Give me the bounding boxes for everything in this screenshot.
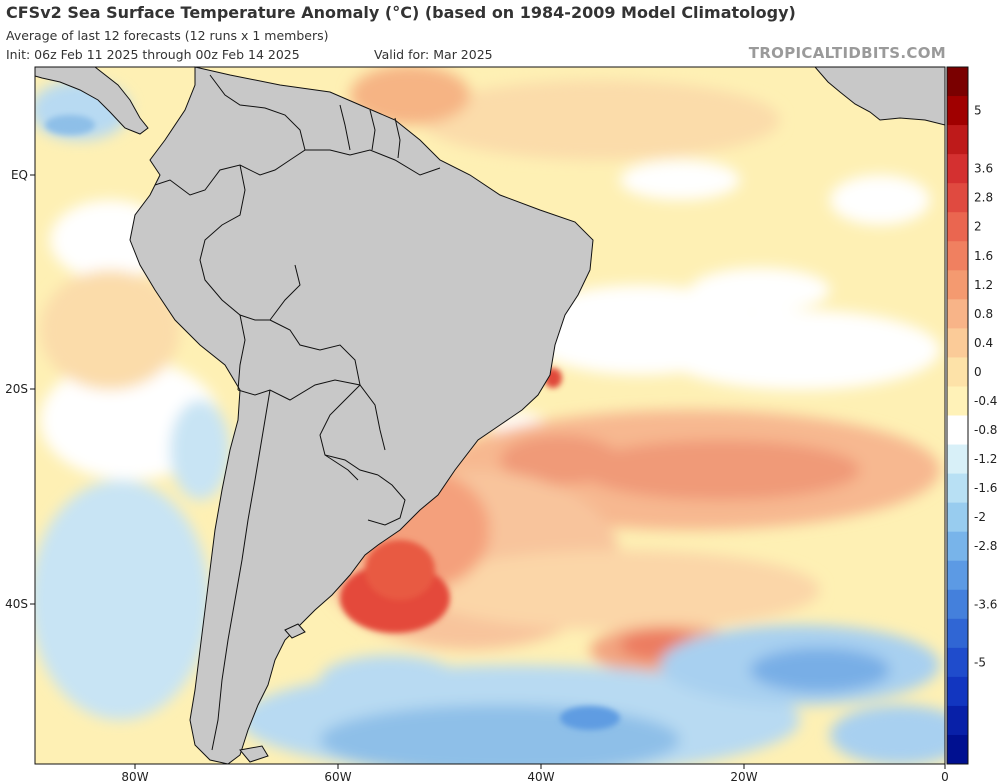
colorbar-label: 5 xyxy=(974,104,982,118)
colorbar-swatch xyxy=(947,67,968,97)
central-america-land xyxy=(34,66,149,135)
colorbar-label: -0.4 xyxy=(974,394,997,408)
valid-time: Valid for: Mar 2025 xyxy=(374,47,493,62)
colorbar-swatch xyxy=(947,502,968,533)
south-america-land xyxy=(129,66,594,765)
colorbar-swatch xyxy=(947,241,968,271)
map-title: CFSv2 Sea Surface Temperature Anomaly (°… xyxy=(6,3,796,22)
colorbar-label: 1.6 xyxy=(974,249,993,263)
country-borders xyxy=(154,74,441,751)
lon-label-20w: 20W xyxy=(730,770,757,784)
colorbar-label: 0.4 xyxy=(974,336,993,350)
colorbar-frame xyxy=(946,66,969,765)
colorbar-swatch xyxy=(947,415,968,446)
colorbar-swatch xyxy=(947,212,968,242)
longitude-axis: 80W 60W 40W 20W 0 xyxy=(121,764,949,784)
lon-label-0: 0 xyxy=(941,770,949,784)
colorbar-swatch xyxy=(947,734,968,765)
lon-label-40w: 40W xyxy=(527,770,554,784)
colorbar-label: 2.8 xyxy=(974,191,993,205)
colorbar-label: -0.8 xyxy=(974,423,997,437)
colorbar-label: 0 xyxy=(974,365,982,379)
brand-watermark: TROPICALTIDBITS.COM xyxy=(748,44,946,62)
map-subtitle: Average of last 12 forecasts (12 runs x … xyxy=(6,28,329,43)
colorbar-label: 3.6 xyxy=(974,162,993,176)
colorbar-swatch xyxy=(947,560,968,591)
lon-label-80w: 80W xyxy=(121,770,148,784)
colorbar-swatch xyxy=(947,357,968,387)
colorbar-swatch xyxy=(947,183,968,213)
colorbar-swatch xyxy=(947,154,968,184)
plot-frame xyxy=(34,66,946,765)
falkland-islands xyxy=(284,623,306,639)
colorbar: 5 3.6 2.8 2 1.6 1.2 0.8 0.4 0 -0.4 -0.8 -1.2 -1.6 -2 -… xyxy=(946,66,997,765)
colorbar-label: -1.2 xyxy=(974,452,997,466)
init-time: Init: 06z Feb 11 2025 through 00z Feb 14… xyxy=(6,47,300,62)
colorbar-label: -1.6 xyxy=(974,481,997,495)
lon-label-60w: 60W xyxy=(324,770,351,784)
colorbar-swatch xyxy=(947,676,968,707)
lat-label-20s: 20S xyxy=(5,382,28,396)
colorbar-swatch xyxy=(947,125,968,155)
colorbar-swatch xyxy=(947,299,968,329)
colorbar-swatch xyxy=(947,96,968,126)
latitude-axis: EQ 20S 40S xyxy=(5,168,35,611)
tierra-del-fuego xyxy=(239,745,269,763)
colorbar-swatch xyxy=(947,705,968,736)
colorbar-label: 0.8 xyxy=(974,307,993,321)
colorbar-label: -2.8 xyxy=(974,539,997,553)
colorbar-swatch xyxy=(947,589,968,620)
colorbar-label: -3.6 xyxy=(974,597,997,611)
lat-label-40s: 40S xyxy=(5,597,28,611)
lat-label-eq: EQ xyxy=(11,168,28,182)
colorbar-swatch xyxy=(947,473,968,504)
colorbar-swatch xyxy=(947,531,968,562)
colorbar-label: 2 xyxy=(974,220,982,234)
colorbar-swatch xyxy=(947,328,968,358)
colorbar-swatch xyxy=(947,618,968,649)
colorbar-label: -2 xyxy=(974,510,986,524)
colorbar-swatch xyxy=(947,647,968,678)
colorbar-label: -5 xyxy=(974,655,986,669)
colorbar-swatch xyxy=(947,444,968,475)
colorbar-label: 1.2 xyxy=(974,278,993,292)
colorbar-swatch xyxy=(947,386,968,416)
colorbar-swatch xyxy=(947,270,968,300)
land-masses xyxy=(34,66,946,765)
header: CFSv2 Sea Surface Temperature Anomaly (°… xyxy=(6,0,996,66)
